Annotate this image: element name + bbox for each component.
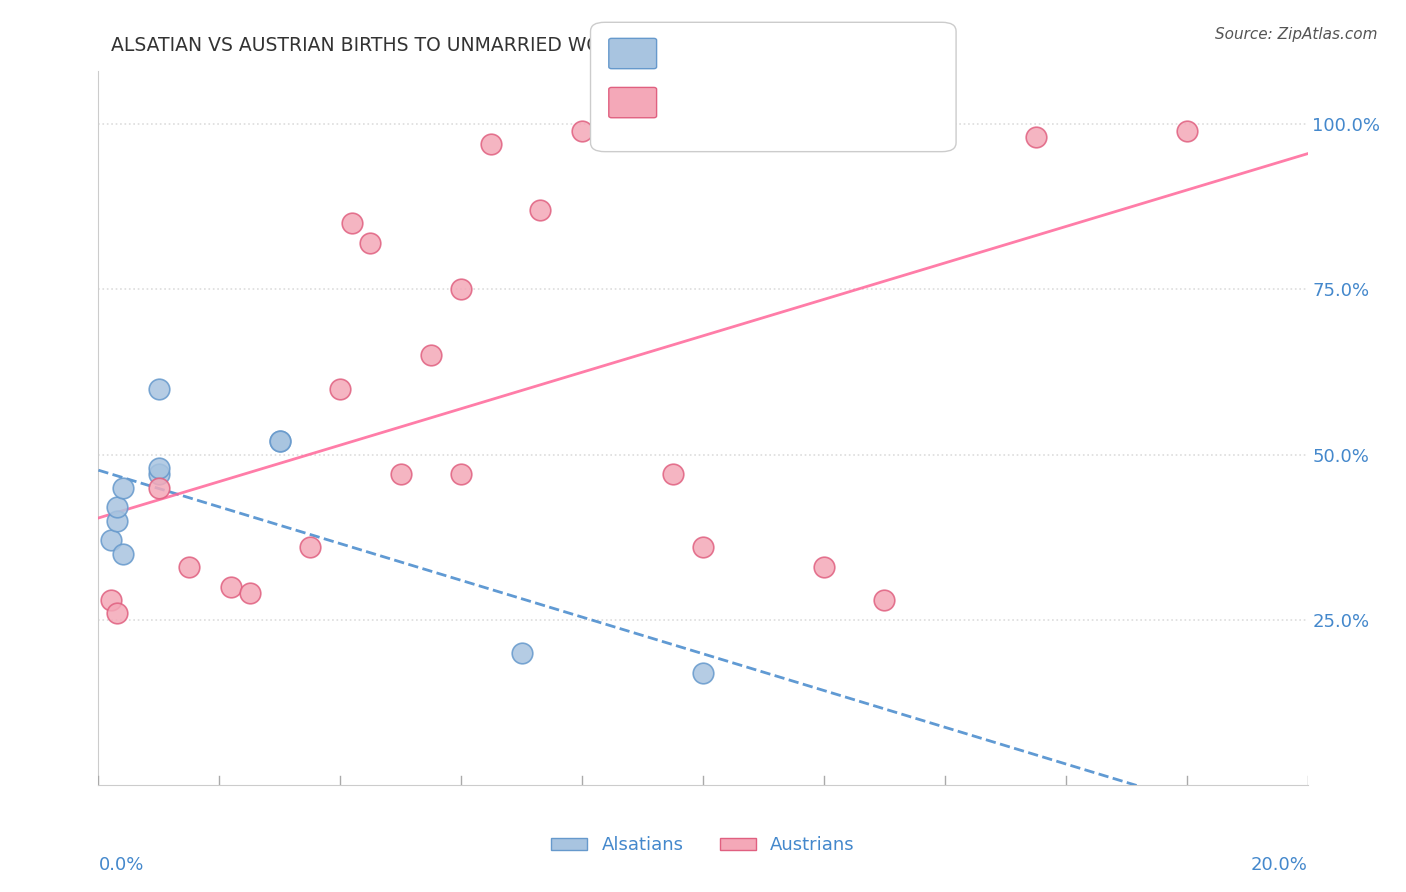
Text: N = 24: N = 24	[773, 91, 846, 111]
Point	[111, 547, 134, 561]
Point	[148, 481, 170, 495]
Point	[360, 236, 382, 251]
Point	[420, 349, 443, 363]
Point	[148, 467, 170, 482]
Point	[813, 560, 835, 574]
Text: R = 0.352: R = 0.352	[665, 91, 772, 111]
Text: 0.0%: 0.0%	[98, 856, 143, 874]
Text: R = 0.007: R = 0.007	[665, 42, 770, 62]
Point	[529, 203, 551, 218]
Point	[450, 467, 472, 482]
Point	[1024, 130, 1046, 145]
Point	[481, 136, 503, 151]
Point	[692, 540, 714, 554]
Point	[269, 434, 291, 449]
Point	[221, 580, 243, 594]
Point	[510, 646, 533, 660]
Point	[179, 560, 201, 574]
Text: Source: ZipAtlas.com: Source: ZipAtlas.com	[1215, 27, 1378, 42]
Point	[105, 606, 128, 620]
Point	[148, 382, 170, 396]
Point	[105, 500, 128, 515]
Point	[904, 130, 927, 145]
Point	[269, 434, 291, 449]
Point	[239, 586, 262, 600]
Text: ALSATIAN VS AUSTRIAN BIRTHS TO UNMARRIED WOMEN CORRELATION CHART: ALSATIAN VS AUSTRIAN BIRTHS TO UNMARRIED…	[111, 36, 852, 54]
Point	[873, 593, 896, 607]
Point	[1175, 124, 1198, 138]
Text: 20.0%: 20.0%	[1251, 856, 1308, 874]
Point	[329, 382, 352, 396]
Point	[692, 665, 714, 680]
Point	[571, 124, 593, 138]
Point	[389, 467, 412, 482]
Point	[105, 514, 128, 528]
Point	[100, 593, 122, 607]
Point	[111, 481, 134, 495]
Point	[661, 467, 683, 482]
Point	[450, 282, 472, 296]
Point	[299, 540, 322, 554]
Legend: Alsatians, Austrians: Alsatians, Austrians	[544, 830, 862, 862]
Point	[342, 216, 364, 230]
Text: N = 12: N = 12	[773, 42, 846, 62]
Point	[100, 533, 122, 548]
Point	[148, 460, 170, 475]
